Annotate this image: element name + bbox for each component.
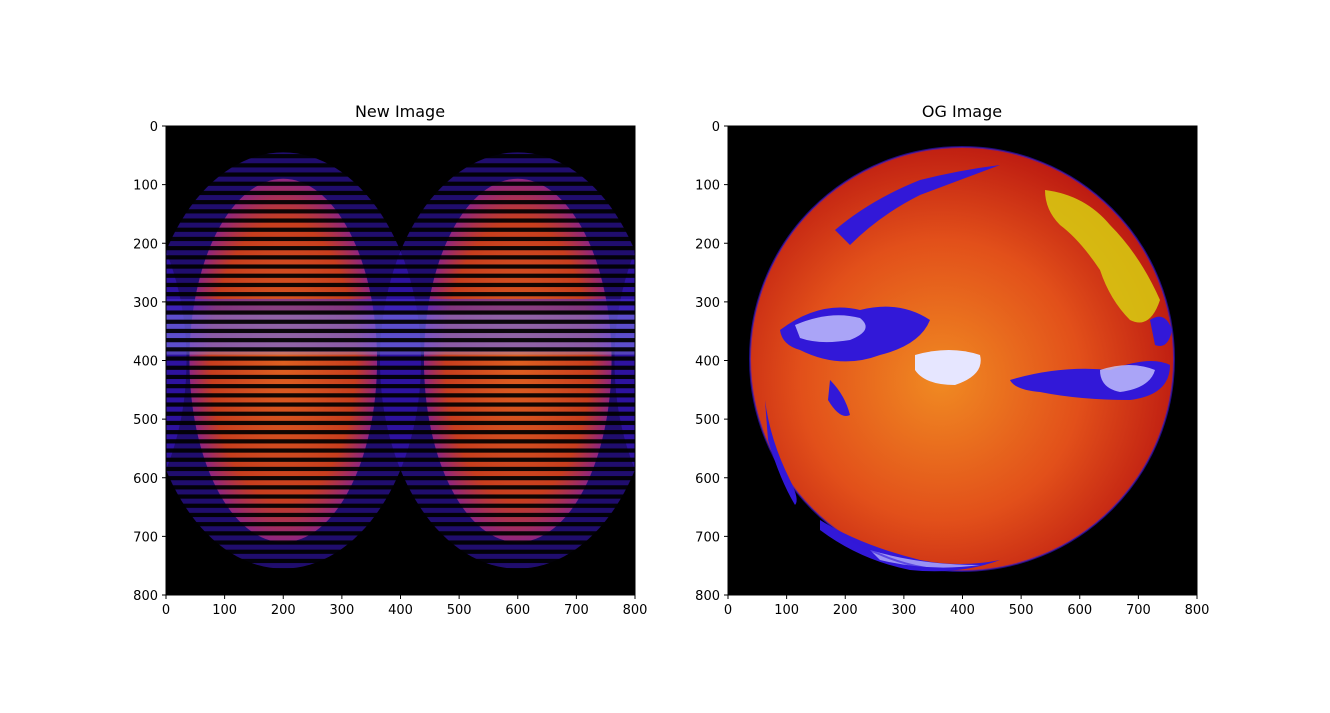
scan-line	[166, 420, 635, 426]
new-image-y-tick-label: 0	[150, 120, 158, 135]
scan-line	[166, 310, 635, 315]
scan-line	[166, 374, 635, 380]
og-image-x-tick-label: 400	[950, 603, 975, 618]
scan-line	[166, 558, 635, 564]
new-image-x-tick-label: 700	[564, 603, 589, 618]
new-image-x-tick-label: 600	[505, 603, 530, 618]
new-image-y-tick-label: 100	[133, 179, 158, 194]
new-image-x-tick-label: 100	[212, 603, 237, 618]
scan-line	[166, 163, 635, 168]
og-image-y-tick-label: 100	[695, 179, 720, 194]
og-image-y-tick-label: 400	[695, 355, 720, 370]
new-image-x-tick-label: 400	[388, 603, 413, 618]
og-image-y-tick-label: 600	[695, 472, 720, 487]
og-image-x-tick-label: 300	[891, 603, 916, 618]
new-image-plot-area	[166, 126, 635, 595]
scan-line	[166, 476, 635, 481]
scan-line	[166, 218, 635, 223]
projection-disk-outer	[166, 251, 187, 470]
og-image-y-tick-label: 700	[695, 530, 720, 545]
scan-line	[166, 531, 635, 536]
scan-line	[166, 264, 635, 269]
scan-line	[166, 246, 635, 251]
new-image-y-tick-label: 800	[133, 589, 158, 604]
scan-line	[166, 236, 635, 242]
scan-line	[166, 301, 635, 306]
og-disk-rim	[749, 146, 1175, 572]
scan-line	[166, 540, 635, 545]
og-image-plot-area	[728, 126, 1197, 595]
scan-line	[166, 292, 635, 297]
scan-line	[166, 227, 635, 232]
new-image-x-tick-label: 0	[162, 603, 170, 618]
og-image-axes: 0 100 200 300 400 500 600 700 800 0 100 200 300 400 50…	[695, 120, 1209, 618]
og-image-y-tick-label: 500	[695, 413, 720, 428]
scan-line	[166, 154, 635, 159]
scan-line	[166, 338, 635, 343]
scan-line	[166, 319, 635, 324]
scan-line	[166, 365, 635, 370]
new-image-axes: 0 100 200 300 400 500 600 700 800 0 100 200 300 400 50…	[133, 120, 647, 618]
scan-line	[166, 402, 635, 407]
og-landmass	[1045, 190, 1160, 323]
og-image-title: OG Image	[922, 102, 1002, 121]
scan-line	[166, 384, 635, 389]
new-image-y-tick-label: 400	[133, 355, 158, 370]
og-image-x-tick-label: 500	[1009, 603, 1034, 618]
new-image-x-tick-label: 800	[623, 603, 648, 618]
cloud-band	[166, 298, 635, 352]
top-blank	[166, 126, 635, 150]
og-image-y-tick-label: 800	[695, 589, 720, 604]
new-image-y-tick-label: 300	[133, 296, 158, 311]
new-image-y-tick-label: 500	[133, 413, 158, 428]
og-image-y-tick-label: 300	[695, 296, 720, 311]
og-image-x-tick-label: 600	[1067, 603, 1092, 618]
scan-line	[166, 457, 635, 462]
scan-line	[166, 255, 635, 260]
new-image-x-tick-label: 500	[447, 603, 472, 618]
og-image-y-tick-label: 0	[712, 120, 720, 135]
scan-line	[166, 549, 635, 554]
scan-line	[166, 347, 635, 352]
og-image-x-tick-label: 200	[833, 603, 858, 618]
scan-line	[166, 466, 635, 472]
og-cloud-bands	[765, 165, 1172, 572]
new-image-title: New Image	[355, 102, 445, 121]
new-image-x-tick-label: 300	[329, 603, 354, 618]
new-image-y-tick-label: 600	[133, 472, 158, 487]
scan-line	[166, 430, 635, 435]
new-image-y-tick-label: 700	[133, 530, 158, 545]
scan-line	[166, 411, 635, 416]
scan-line	[166, 190, 635, 196]
scan-line	[166, 485, 635, 490]
bottom-blank	[166, 572, 635, 595]
new-image-x-tick-label: 200	[271, 603, 296, 618]
scan-line	[166, 494, 635, 499]
scan-line	[166, 512, 635, 518]
scan-line	[166, 503, 635, 508]
scan-line	[166, 273, 635, 278]
scan-line	[166, 172, 635, 177]
og-image-panel: OG Image 0 100 200 300 400 500 6	[695, 102, 1209, 618]
scan-line	[166, 200, 635, 205]
scan-line	[166, 181, 635, 186]
og-image-x-tick-label: 800	[1185, 603, 1210, 618]
new-image-scan-lines	[166, 126, 635, 595]
scan-line	[166, 209, 635, 214]
scan-line	[166, 522, 635, 527]
scan-line	[166, 448, 635, 453]
scan-line	[166, 568, 635, 573]
scan-line	[166, 393, 635, 398]
scan-line	[166, 282, 635, 288]
new-image-y-tick-label: 200	[133, 237, 158, 252]
og-image-x-tick-label: 0	[724, 603, 732, 618]
scan-line	[166, 356, 635, 361]
og-image-x-tick-label: 100	[774, 603, 799, 618]
og-image-y-tick-label: 200	[695, 237, 720, 252]
og-image-x-tick-label: 700	[1126, 603, 1151, 618]
scan-line	[166, 328, 635, 334]
new-image-panel: New Image 0 100 200 300 400 500 600 700 800 0 100 2…	[133, 102, 647, 618]
scan-line	[166, 439, 635, 444]
